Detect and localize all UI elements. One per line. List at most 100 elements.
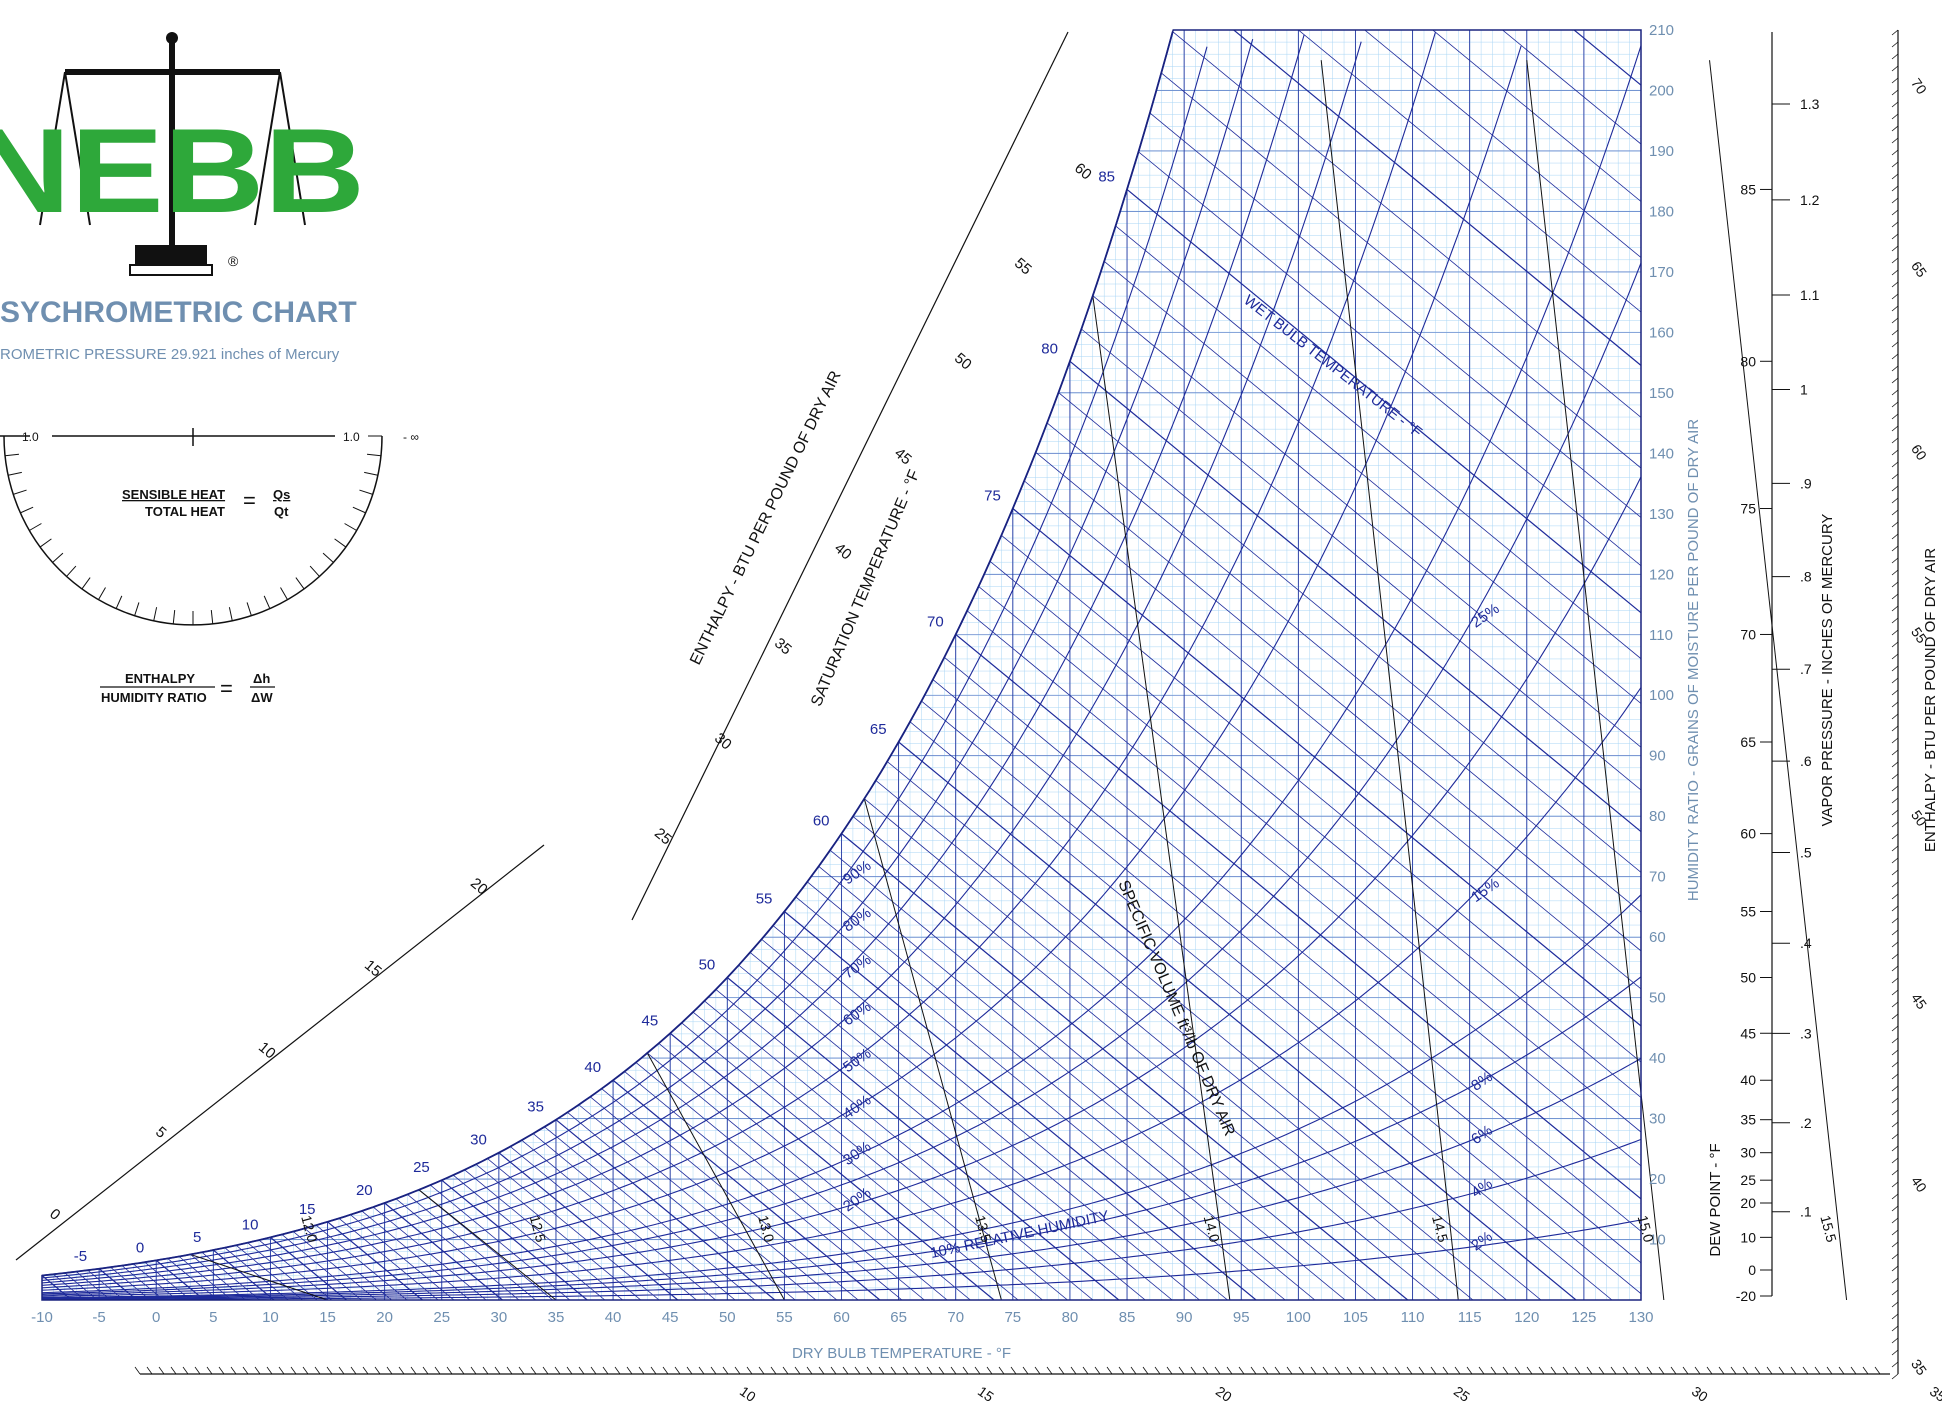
bottom-enthalpy-label: 20 [1213, 1383, 1235, 1405]
ruler-tick [1891, 1109, 1899, 1116]
x-tick-label: 100 [1286, 1309, 1311, 1326]
ruler-tick [722, 1366, 729, 1375]
rh-label: 15% [1468, 875, 1502, 906]
x-tick-label: -5 [92, 1309, 105, 1326]
enthalpy-scale-label: 10 [255, 1039, 279, 1063]
rh-label: 80% [840, 904, 874, 935]
logo-letters: NEBB [0, 104, 365, 238]
ruler-tick [950, 1366, 957, 1375]
ruler-tick [1891, 1337, 1899, 1344]
ruler-tick [314, 1366, 321, 1375]
ruler-tick [362, 1366, 369, 1375]
ruler-tick [1010, 1366, 1017, 1375]
ruler-tick [518, 1366, 525, 1375]
dew-point-title: DEW POINT - °F [1707, 1143, 1724, 1256]
wet-bulb-line [784, 911, 1257, 1300]
bottom-enthalpy-label: 15 [975, 1383, 997, 1405]
wet-bulb-line [1058, 392, 1641, 1300]
wet-bulb-line [544, 1126, 756, 1300]
x-tick-label: 55 [776, 1309, 793, 1326]
ruler-tick [1382, 1366, 1389, 1375]
ruler-tick [1891, 269, 1899, 276]
ruler-tick [1562, 1366, 1569, 1375]
wet-bulb-line [772, 925, 1228, 1300]
ruler-tick [1891, 557, 1899, 564]
ruler-tick [1891, 149, 1899, 156]
ruler-tick [1418, 1366, 1425, 1375]
ruler-tick [1891, 389, 1899, 396]
wet-bulb-line [1229, 30, 1641, 1300]
wet-bulb-line [1183, 30, 1641, 1300]
ruler-tick [1891, 1229, 1899, 1236]
ruler-tick [506, 1366, 513, 1375]
ruler-tick [758, 1366, 765, 1375]
wet-bulb-line [304, 1228, 392, 1300]
saturation-temp-label: 45 [641, 1012, 658, 1029]
wet-bulb-line [1035, 452, 1641, 1300]
ruler-tick [1891, 1073, 1899, 1080]
saturation-temp-label: 10 [242, 1216, 259, 1233]
rh-curve-6 [42, 1057, 1642, 1300]
wet-bulb-line [829, 849, 1377, 1300]
saturation-temp-label: 75 [984, 488, 1001, 505]
ruler-tick [578, 1366, 585, 1375]
ruler-tick [1891, 185, 1899, 192]
specific-volume-label: 15.5 [1817, 1213, 1840, 1244]
y-tick-label: 130 [1649, 506, 1674, 523]
x-tick-label: 30 [491, 1309, 508, 1326]
ruler-tick [1891, 305, 1899, 312]
ruler-tick [1826, 1366, 1833, 1375]
enthalpy-scale-label: 20 [467, 875, 491, 899]
ruler-tick [1891, 725, 1899, 732]
chart-curves [41, 29, 1848, 1301]
specific-volume-label: 13.5 [972, 1213, 995, 1244]
ruler-tick [1891, 953, 1899, 960]
y-tick-label: 30 [1649, 1111, 1666, 1128]
x-tick-label: 90 [1176, 1309, 1193, 1326]
ruler-tick [1891, 101, 1899, 108]
saturation-temp-label: 80 [1041, 340, 1058, 357]
wet-bulb-line [989, 560, 1641, 1300]
ruler-tick [1670, 1366, 1677, 1375]
ruler-tick [662, 1366, 669, 1375]
y-tick-label: 190 [1649, 143, 1674, 160]
vapor-pressure-title: VAPOR PRESSURE - INCHES OF MERCURY [1819, 514, 1836, 827]
vapor-pressure-label: 1.3 [1800, 96, 1820, 112]
wet-bulb-line [681, 1022, 1019, 1300]
ruler-tick [482, 1366, 489, 1375]
ruler-tick [1891, 881, 1899, 888]
saturation-temp-label: 65 [870, 721, 887, 738]
wet-bulb-line [966, 610, 1641, 1300]
protractor-tick [81, 577, 91, 590]
protractor-ticks [4, 435, 382, 625]
wet-bulb-line [749, 952, 1173, 1300]
ruler-tick [1891, 377, 1899, 384]
rh-curve-40 [41, 45, 1522, 1291]
protractor-tick [322, 552, 334, 563]
ruler-tick [614, 1366, 621, 1375]
ruler-tick [446, 1366, 453, 1375]
protractor-left-label: 1.0 [22, 430, 39, 444]
ruler-tick [1891, 401, 1899, 408]
ruler-tick [134, 1366, 141, 1375]
enthalpy-scale-label: 55 [1011, 255, 1035, 279]
y-tick-label: 90 [1649, 748, 1666, 765]
ruler-tick [1891, 1361, 1899, 1368]
ruler-tick [1891, 1217, 1899, 1224]
protractor-tick [352, 506, 366, 514]
rh-label: 70% [840, 951, 874, 982]
ruler-tick [1322, 1366, 1329, 1375]
ruler-tick [602, 1366, 609, 1375]
wet-bulb-line [1297, 30, 1641, 1300]
ruler-tick [1814, 1366, 1821, 1375]
ruler-tick [1154, 1366, 1161, 1375]
enthalpy-scale-label: 50 [951, 350, 975, 374]
ruler-tick [1778, 1366, 1785, 1375]
dew-point-label: 30 [1740, 1145, 1756, 1161]
wet-bulb-line [475, 1163, 642, 1300]
ruler-tick [1891, 1349, 1899, 1356]
wet-bulb-line [932, 679, 1641, 1300]
wet-bulb-line [521, 1139, 716, 1300]
right-enthalpy-label: 45 [1908, 990, 1930, 1012]
rh-label: 25% [1468, 600, 1502, 631]
